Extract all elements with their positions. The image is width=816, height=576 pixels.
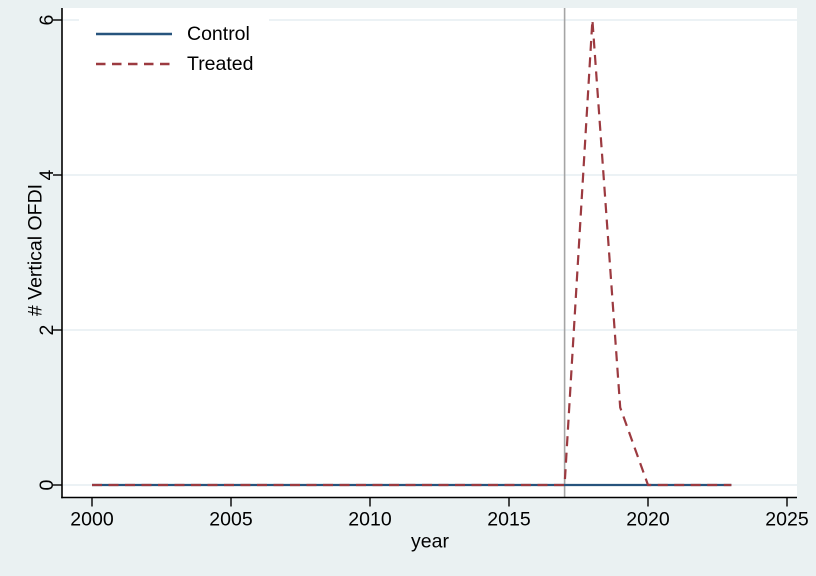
y-tick-label: 6 — [36, 15, 58, 26]
legend: Control Treated — [79, 13, 269, 85]
x-tick-label: 2015 — [487, 509, 531, 531]
control-line-sample — [96, 32, 172, 36]
legend-label-treated: Treated — [187, 53, 254, 75]
y-tick-label: 0 — [36, 479, 58, 490]
x-tick-label: 2005 — [209, 509, 253, 531]
x-tick-label: 2020 — [626, 509, 670, 531]
x-tick-label: 2025 — [765, 509, 809, 531]
y-tick-label: 2 — [36, 325, 58, 336]
y-tick-label: 4 — [36, 169, 58, 180]
legend-item-control: Control — [79, 22, 269, 46]
series-line-treated — [92, 19, 732, 487]
x-tick-label: 2010 — [348, 509, 392, 531]
y-axis-title: # Vertical OFDI — [24, 183, 47, 317]
plot-area — [62, 8, 797, 498]
legend-label-control: Control — [187, 23, 250, 45]
treated-line-sample — [96, 62, 172, 66]
legend-item-treated: Treated — [79, 52, 269, 76]
x-tick-label: 2000 — [70, 509, 114, 531]
x-axis-title: year — [411, 530, 449, 553]
